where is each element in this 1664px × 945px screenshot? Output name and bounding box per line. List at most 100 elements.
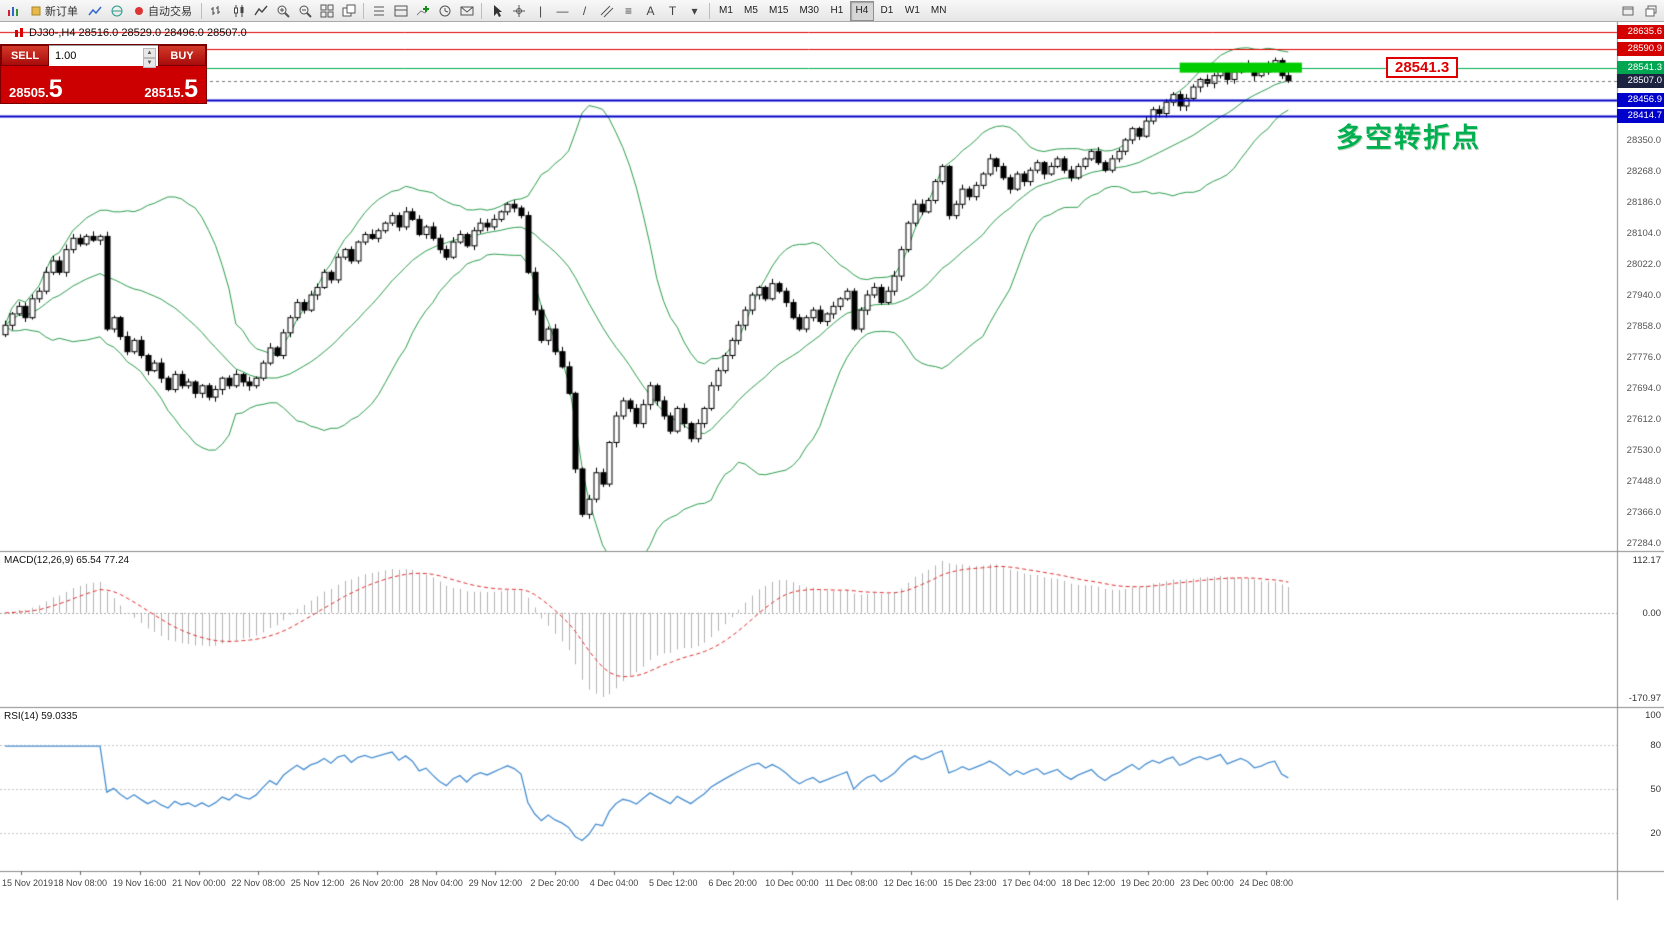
time-axis-label: 18 Dec 12:00: [1061, 878, 1116, 888]
time-axis-label: 21 Nov 00:00: [172, 878, 226, 888]
price-tag-28414.7: 28414.7: [1617, 108, 1664, 123]
zoom-out-icon[interactable]: [294, 1, 315, 21]
time-axis-label: 19 Nov 16:00: [112, 878, 167, 888]
price-axis-label: 27694.0: [1626, 383, 1661, 395]
time-axis-label: 6 Dec 20:00: [708, 878, 757, 888]
restore-window-icon[interactable]: [1640, 1, 1661, 21]
time-axis-label: 17 Dec 04:00: [1002, 878, 1056, 888]
price-axis-label: 28186.0: [1626, 196, 1661, 208]
sell-button[interactable]: SELL: [1, 45, 49, 66]
price-axis-label: 27448.0: [1626, 476, 1661, 488]
candlestick-chart-icon[interactable]: [228, 1, 249, 21]
chart-symbol-title: DJ30-,H4 28516.0 28529.0 28496.0 28507.0: [14, 27, 247, 39]
time-axis-label: 28 Nov 04:00: [409, 878, 463, 888]
timeframe-button-m1[interactable]: M1: [714, 1, 738, 21]
toolbar-separator: [709, 2, 710, 19]
tile-windows-icon[interactable]: [316, 1, 337, 21]
text-tool-icon[interactable]: A: [640, 1, 661, 21]
add-indicator-icon[interactable]: [412, 1, 433, 21]
time-axis-label: 5 Dec 12:00: [649, 878, 698, 888]
time-axis-label: 2 Dec 20:00: [530, 878, 579, 888]
new-order-icon: [31, 6, 41, 15]
timeframe-button-h4[interactable]: H4: [849, 0, 874, 21]
fibonacci-tool-icon[interactable]: ≡: [618, 1, 639, 21]
price-tag-28590.9: 28590.9: [1617, 41, 1664, 56]
time-axis-label: 19 Dec 20:00: [1120, 878, 1175, 888]
period-clock-icon[interactable]: [434, 1, 455, 21]
crosshair-icon[interactable]: [508, 1, 529, 21]
timeframe-button-m5[interactable]: M5: [739, 1, 763, 21]
price-axis-label: 28268.0: [1626, 165, 1661, 177]
data-window-icon[interactable]: [368, 1, 389, 21]
price-axis-label: 28350.0: [1626, 134, 1661, 146]
template-mail-icon[interactable]: [456, 1, 477, 21]
new-order-button[interactable]: 新订单: [25, 1, 83, 21]
chart-window-icon[interactable]: [84, 1, 105, 21]
time-axis-label: 12 Dec 16:00: [883, 878, 938, 888]
rsi-axis-label: 50: [1650, 784, 1661, 795]
volume-up-arrow[interactable]: ▲: [143, 48, 156, 58]
shapes-dropdown-icon[interactable]: ▾: [684, 1, 705, 21]
buy-price: 28515.5: [144, 75, 198, 103]
time-axis-label: 15 Nov 2019: [2, 878, 54, 888]
zoom-in-icon[interactable]: [272, 1, 293, 21]
rsi-indicator-label: RSI(14) 59.0335: [4, 711, 78, 722]
bar-chart-icon[interactable]: [206, 1, 227, 21]
price-tag-28635.6: 28635.6: [1617, 24, 1664, 39]
horizontal-line-tool-icon[interactable]: —: [552, 1, 573, 21]
cursor-icon[interactable]: [486, 1, 507, 21]
app-icon[interactable]: [3, 1, 24, 21]
market-watch-icon[interactable]: [390, 1, 411, 21]
line-chart-icon[interactable]: [250, 1, 271, 21]
time-axis-label: 22 Nov 08:00: [231, 878, 285, 888]
help-globe-icon[interactable]: [106, 1, 127, 21]
autotrade-label: 自动交易: [148, 5, 192, 18]
timeframe-button-h1[interactable]: H1: [825, 1, 849, 21]
price-tag-28507.0: 28507.0: [1617, 73, 1664, 88]
price-axis-label: 27530.0: [1626, 445, 1661, 457]
timeframe-button-d1[interactable]: D1: [875, 1, 899, 21]
price-tag-28456.9: 28456.9: [1617, 92, 1664, 107]
volume-field: ▲ ▼: [49, 45, 158, 68]
price-axis-label: 27776.0: [1626, 352, 1661, 364]
label-tool-icon[interactable]: T: [662, 1, 683, 21]
symbol-candle-icon: [15, 27, 23, 37]
minimize-window-icon[interactable]: [1617, 1, 1638, 21]
timeframe-button-mn[interactable]: MN: [926, 1, 952, 21]
chart-ohlc-text: DJ30-,H4 28516.0 28529.0 28496.0 28507.0: [29, 27, 247, 39]
chart-annotation-text: 多空转折点: [1336, 123, 1481, 153]
timeframe-toolbar: M1 M5 M15 M30 H1 H4 D1 W1 MN: [714, 0, 952, 21]
price-tag-28541.3: 28541.3: [1617, 60, 1664, 75]
time-axis-label: 15 Dec 23:00: [943, 878, 997, 888]
toolbar-separator: [363, 2, 364, 19]
price-axis-label: 27940.0: [1626, 290, 1661, 301]
timeframe-button-w1[interactable]: W1: [900, 1, 925, 21]
price-zone-label[interactable]: 28541.3: [1386, 56, 1459, 78]
price-axis-label: 28104.0: [1626, 227, 1661, 239]
buy-button[interactable]: BUY: [158, 45, 206, 66]
vertical-line-tool-icon[interactable]: |: [530, 1, 551, 21]
macd-indicator-label: MACD(12,26,9) 65.54 77.24: [4, 555, 130, 566]
cascade-windows-icon[interactable]: [338, 1, 359, 21]
price-axis-label: 27612.0: [1626, 414, 1661, 426]
trendline-tool-icon[interactable]: /: [574, 1, 595, 21]
autotrade-icon: [135, 6, 143, 15]
new-order-label: 新订单: [45, 5, 78, 18]
time-axis-label: 25 Nov 12:00: [290, 878, 345, 888]
time-axis-label: 24 Dec 08:00: [1239, 878, 1294, 888]
chart-region: DJ30-,H4 28516.0 28529.0 28496.0 28507.0…: [0, 22, 1664, 945]
price-chart-canvas[interactable]: [0, 22, 1664, 945]
macd-axis-max: 112.17: [1632, 555, 1661, 566]
time-axis-label: 4 Dec 04:00: [589, 878, 639, 888]
time-axis-label: 26 Nov 20:00: [350, 878, 404, 888]
volume-input[interactable]: [49, 50, 126, 62]
rsi-axis-label: 80: [1650, 739, 1661, 751]
rsi-axis-label: 100: [1645, 710, 1661, 721]
autotrade-button[interactable]: 自动交易: [128, 1, 197, 21]
timeframe-button-m15[interactable]: M15: [764, 1, 793, 21]
price-axis-label: 27284.0: [1626, 538, 1661, 550]
toolbar-separator: [481, 2, 482, 19]
timeframe-button-m30[interactable]: M30: [794, 1, 823, 21]
volume-down-arrow[interactable]: ▼: [143, 58, 156, 68]
channel-tool-icon[interactable]: [596, 1, 617, 21]
